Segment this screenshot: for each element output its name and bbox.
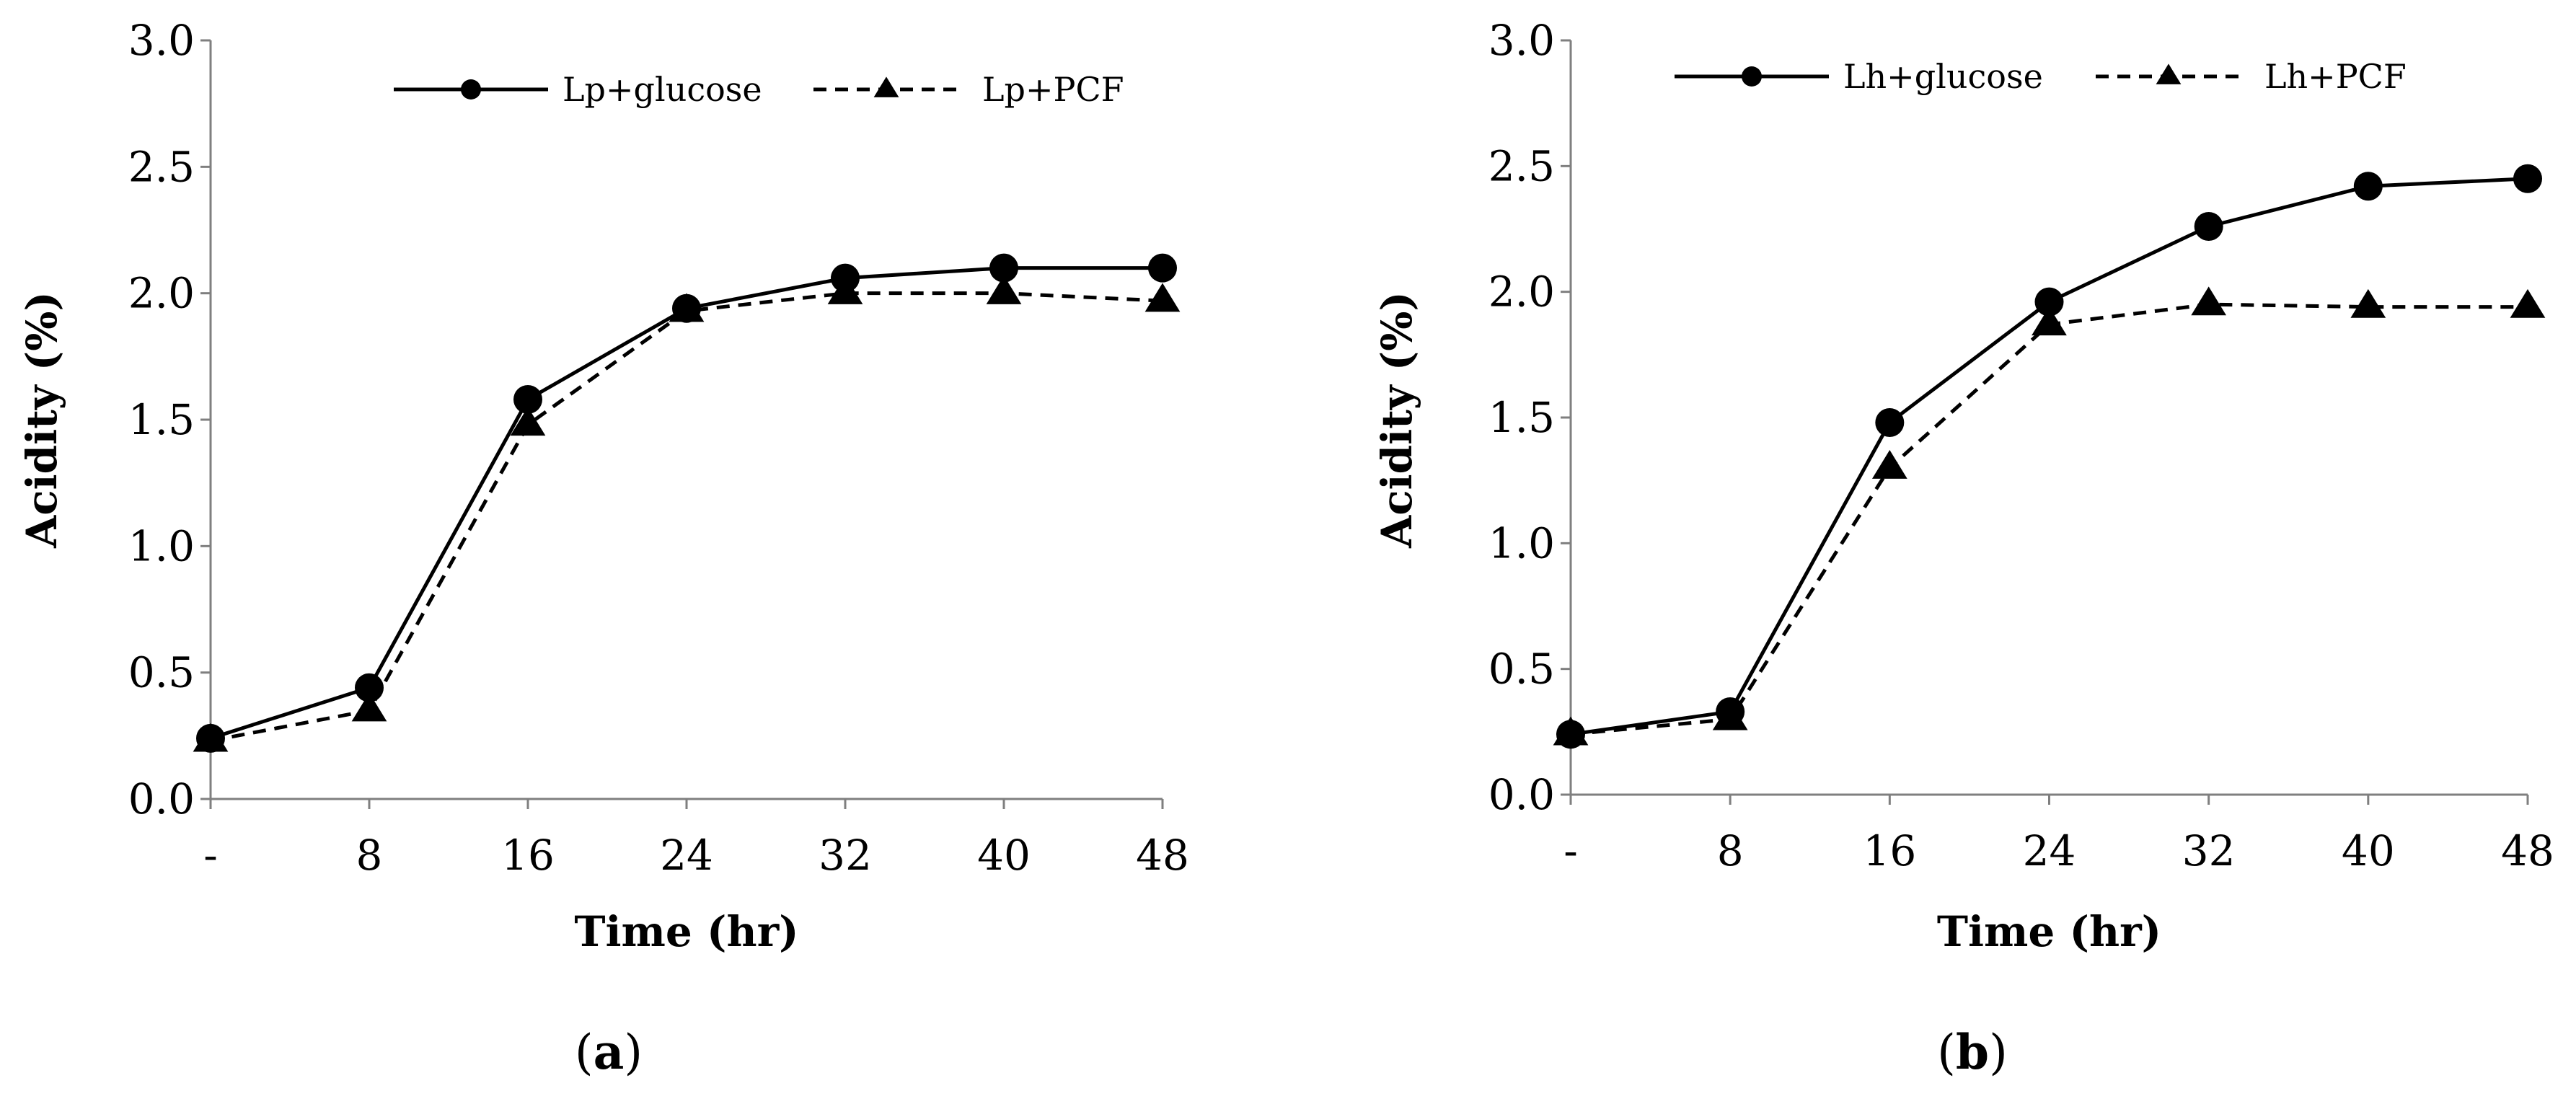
series-lh-glucose	[1556, 164, 2542, 749]
x-tick-label: 48	[2501, 826, 2554, 875]
series-lh-pcf	[1553, 286, 2546, 746]
y-tick-label: 3.0	[1488, 16, 1555, 65]
y-tick-label: 1.0	[128, 521, 195, 570]
legend-marker-triangle	[873, 76, 899, 97]
y-tick-label: 0.0	[1488, 770, 1555, 819]
y-axis-title: Acidity (%)	[17, 291, 66, 549]
legend-marker-triangle	[2156, 63, 2182, 84]
x-tick-label: -	[1563, 826, 1578, 875]
data-point-circle	[2034, 287, 2064, 317]
y-tick-label: 0.5	[1488, 645, 1555, 694]
series-line	[210, 266, 1163, 741]
x-tick-label: 40	[977, 831, 1031, 880]
data-point-circle	[1875, 407, 1905, 437]
data-point-circle	[2353, 172, 2383, 201]
y-tick-label: 1.0	[1488, 518, 1555, 568]
data-point-circle	[2513, 164, 2542, 193]
x-axis-title: Time (hr)	[1937, 907, 2161, 956]
legend-entry: Lh+glucose	[1675, 57, 2043, 96]
x-tick-label: 8	[1717, 826, 1744, 875]
series-line	[1570, 302, 2528, 736]
legend-marker-circle	[1742, 66, 1762, 87]
legend-entry: Lp+glucose	[394, 70, 762, 109]
x-tick-label: 32	[819, 831, 872, 880]
series-lp-glucose	[196, 253, 1177, 753]
series-lp-pcf	[193, 275, 1181, 752]
legend-label: Lh+PCF	[2264, 57, 2407, 96]
x-tick-label: 24	[660, 831, 713, 880]
data-point-triangle	[193, 723, 229, 752]
data-point-circle	[2194, 212, 2223, 242]
y-axis-title: Acidity (%)	[1372, 291, 1421, 549]
chart-panel-a: 0.0 0.5 1.0 1.5 2.0 2.5 3.0 - 8 16 24 32 40 48 Time (h…	[17, 16, 1189, 1080]
y-tick-label: 1.5	[128, 395, 195, 444]
series-line	[210, 291, 1163, 743]
y-tick-label: 0.5	[128, 648, 195, 697]
legend-label: Lh+glucose	[1843, 57, 2043, 96]
data-point-circle	[513, 384, 542, 414]
panel-label: (b)	[1937, 1024, 2008, 1080]
data-point-triangle	[1553, 716, 1589, 746]
panel-label-open: (	[1937, 1025, 1956, 1080]
x-tick-label: 8	[356, 831, 383, 880]
y-tick-label: 2.5	[128, 142, 195, 191]
panel-label-letter: b	[1956, 1024, 1989, 1080]
panel-label-letter: a	[594, 1024, 625, 1080]
x-tick-label: 24	[2023, 826, 2076, 875]
y-tick-label: 2.0	[128, 269, 195, 318]
data-point-triangle	[669, 293, 705, 322]
legend-entry: Lp+PCF	[813, 70, 1124, 109]
data-point-triangle	[1144, 283, 1181, 312]
x-tick-label: 16	[501, 831, 555, 880]
panel-label-close: )	[1989, 1025, 2008, 1080]
panel-label: (a)	[575, 1024, 643, 1080]
y-tick-label: 1.5	[1488, 393, 1555, 442]
data-point-triangle	[827, 275, 863, 304]
panel-label-open: (	[575, 1025, 594, 1080]
x-tick-label: 32	[2182, 826, 2236, 875]
y-tick-label: 2.0	[1488, 268, 1555, 317]
x-axis-title: Time (hr)	[574, 907, 798, 956]
series-line	[1570, 177, 2528, 736]
legend-entry: Lh+PCF	[2096, 57, 2407, 96]
data-point-triangle	[1871, 449, 1907, 479]
data-point-triangle	[510, 407, 546, 436]
data-point-triangle	[2510, 288, 2546, 318]
x-tick-label: 48	[1136, 831, 1189, 880]
data-point-triangle	[351, 692, 387, 722]
y-tick-label: 2.5	[1488, 141, 1555, 190]
data-point-triangle	[2032, 306, 2067, 336]
panel-label-close: )	[624, 1025, 643, 1080]
x-tick-label: 16	[1863, 826, 1916, 875]
data-point-circle	[989, 253, 1018, 283]
legend-label: Lp+glucose	[563, 70, 762, 109]
legend-label: Lp+PCF	[982, 70, 1124, 109]
chart-panel-b: 0.0 0.5 1.0 1.5 2.0 2.5 3.0 - 8 16 24 32 40 48 Time (h…	[1372, 16, 2554, 1080]
data-point-triangle	[2191, 286, 2227, 316]
x-tick-label: 40	[2342, 826, 2395, 875]
data-point-triangle	[986, 275, 1022, 304]
data-point-triangle	[2350, 288, 2386, 318]
x-tick-label: -	[203, 831, 218, 880]
data-point-triangle	[1712, 701, 1748, 730]
data-point-circle	[1148, 253, 1177, 283]
y-tick-label: 0.0	[128, 774, 195, 823]
legend-marker-circle	[461, 79, 481, 100]
y-tick-label: 3.0	[128, 16, 195, 65]
